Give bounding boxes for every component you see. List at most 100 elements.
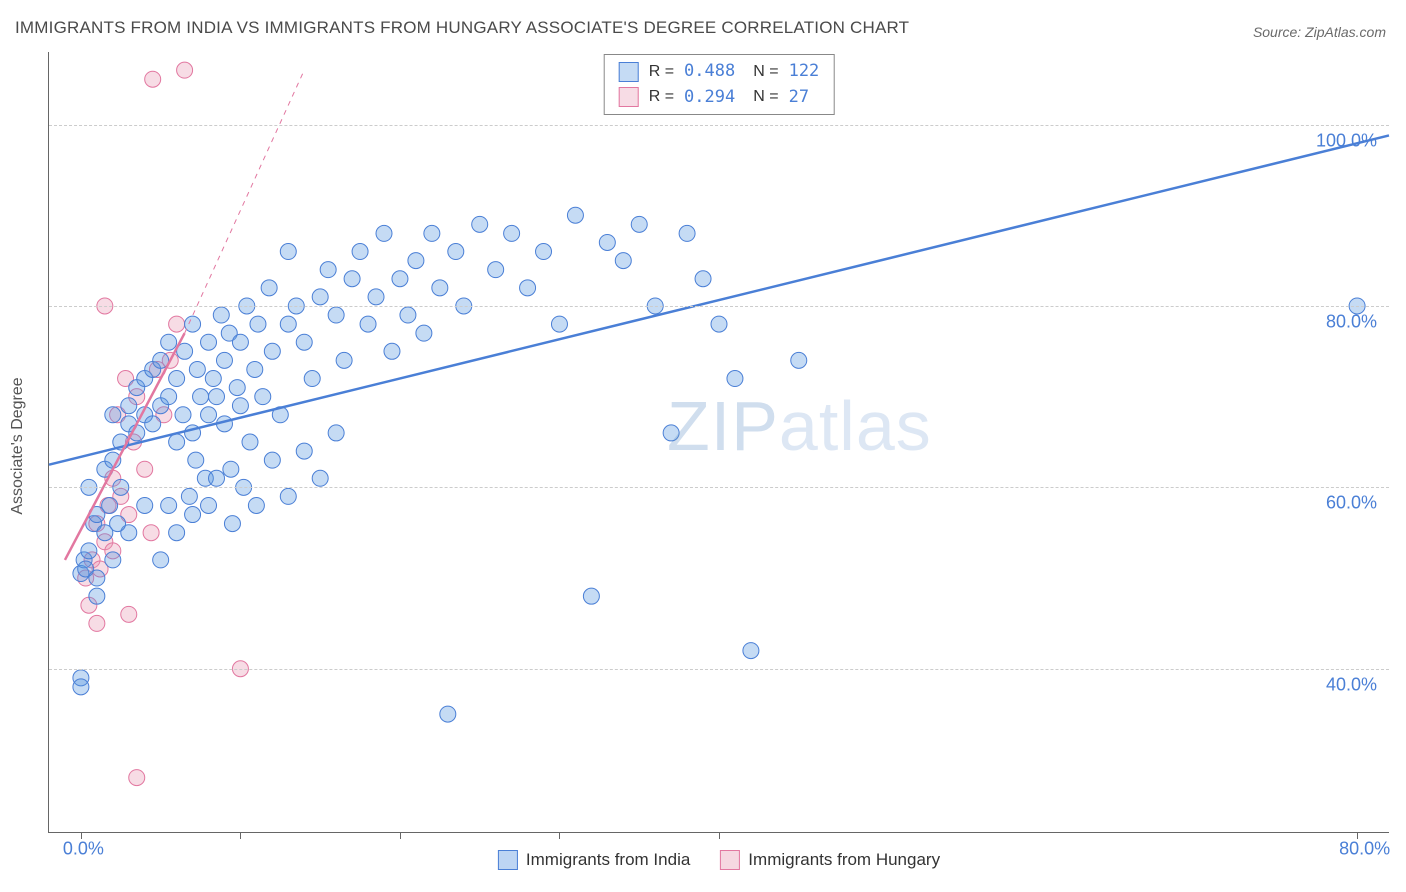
data-point-india: [232, 398, 248, 414]
data-point-india: [424, 225, 440, 241]
data-point-india: [711, 316, 727, 332]
legend-label-hungary: Immigrants from Hungary: [748, 850, 940, 870]
legend-row-hungary: R = 0.294 N = 27: [619, 85, 820, 111]
data-point-india: [344, 271, 360, 287]
data-point-india: [216, 352, 232, 368]
data-point-india: [336, 352, 352, 368]
data-point-india: [312, 289, 328, 305]
data-point-india: [567, 207, 583, 223]
legend-label-india: Immigrants from India: [526, 850, 690, 870]
y-axis-label: Associate's Degree: [9, 377, 27, 514]
gridline-h: [49, 669, 1389, 670]
legend-item-india: Immigrants from India: [498, 850, 690, 870]
data-point-india: [400, 307, 416, 323]
gridline-h: [49, 487, 1389, 488]
data-point-india: [320, 262, 336, 278]
legend-r-value-india: 0.488: [684, 59, 735, 85]
data-point-india: [599, 234, 615, 250]
data-point-india: [175, 407, 191, 423]
legend-r-value-hungary: 0.294: [684, 85, 735, 111]
data-point-india: [169, 371, 185, 387]
data-point-hungary: [145, 71, 161, 87]
data-point-india: [102, 497, 118, 513]
data-point-india: [488, 262, 504, 278]
data-point-india: [153, 552, 169, 568]
x-tick: [559, 832, 560, 839]
data-point-india: [416, 325, 432, 341]
data-point-india: [248, 497, 264, 513]
x-tick: [719, 832, 720, 839]
data-point-india: [663, 425, 679, 441]
data-point-india: [631, 216, 647, 232]
data-point-india: [181, 488, 197, 504]
x-tick-label: 0.0%: [63, 838, 104, 859]
data-point-india: [201, 497, 217, 513]
swatch-india: [498, 850, 518, 870]
data-point-india: [328, 425, 344, 441]
legend-row-india: R = 0.488 N = 122: [619, 59, 820, 85]
data-point-india: [189, 361, 205, 377]
x-tick-label: 80.0%: [1339, 838, 1390, 859]
data-point-india: [440, 706, 456, 722]
chart-title: IMMIGRANTS FROM INDIA VS IMMIGRANTS FROM…: [15, 18, 909, 38]
data-point-india: [296, 334, 312, 350]
data-point-hungary: [143, 525, 159, 541]
data-point-india: [695, 271, 711, 287]
data-point-india: [679, 225, 695, 241]
data-point-india: [137, 497, 153, 513]
data-point-india: [209, 389, 225, 405]
source-attribution: Source: ZipAtlas.com: [1253, 24, 1386, 40]
data-point-india: [432, 280, 448, 296]
data-point-india: [376, 225, 392, 241]
data-point-india: [328, 307, 344, 323]
data-point-india: [188, 452, 204, 468]
data-point-india: [264, 452, 280, 468]
legend-n-label: N =: [753, 60, 778, 84]
scatter-svg: [49, 52, 1389, 832]
data-point-india: [392, 271, 408, 287]
data-point-india: [185, 316, 201, 332]
data-point-india: [205, 371, 221, 387]
data-point-india: [105, 552, 121, 568]
data-point-india: [384, 343, 400, 359]
data-point-hungary: [137, 461, 153, 477]
data-point-india: [472, 216, 488, 232]
data-point-india: [110, 516, 126, 532]
data-point-india: [255, 389, 271, 405]
data-point-hungary: [121, 606, 137, 622]
data-point-india: [209, 470, 225, 486]
data-point-india: [261, 280, 277, 296]
data-point-india: [360, 316, 376, 332]
swatch-hungary: [619, 87, 639, 107]
legend-series: Immigrants from India Immigrants from Hu…: [498, 850, 940, 870]
data-point-india: [536, 244, 552, 260]
data-point-india: [105, 407, 121, 423]
data-point-india: [169, 525, 185, 541]
data-point-india: [280, 244, 296, 260]
data-point-india: [89, 588, 105, 604]
data-point-hungary: [169, 316, 185, 332]
data-point-india: [791, 352, 807, 368]
data-point-hungary: [89, 615, 105, 631]
y-tick-label: 100.0%: [1316, 130, 1377, 151]
data-point-india: [250, 316, 266, 332]
data-point-india: [201, 407, 217, 423]
data-point-india: [73, 679, 89, 695]
data-point-india: [280, 316, 296, 332]
data-point-india: [185, 507, 201, 523]
data-point-india: [89, 570, 105, 586]
chart-container: IMMIGRANTS FROM INDIA VS IMMIGRANTS FROM…: [0, 0, 1406, 892]
data-point-india: [145, 416, 161, 432]
data-point-india: [727, 371, 743, 387]
gridline-h: [49, 125, 1389, 126]
data-point-india: [296, 443, 312, 459]
y-tick-label: 80.0%: [1326, 311, 1377, 332]
data-point-india: [161, 389, 177, 405]
data-point-india: [615, 253, 631, 269]
data-point-india: [408, 253, 424, 269]
data-point-india: [193, 389, 209, 405]
legend-n-value-hungary: 27: [789, 85, 809, 111]
legend-n-label: N =: [753, 85, 778, 109]
x-tick: [400, 832, 401, 839]
data-point-india: [161, 334, 177, 350]
